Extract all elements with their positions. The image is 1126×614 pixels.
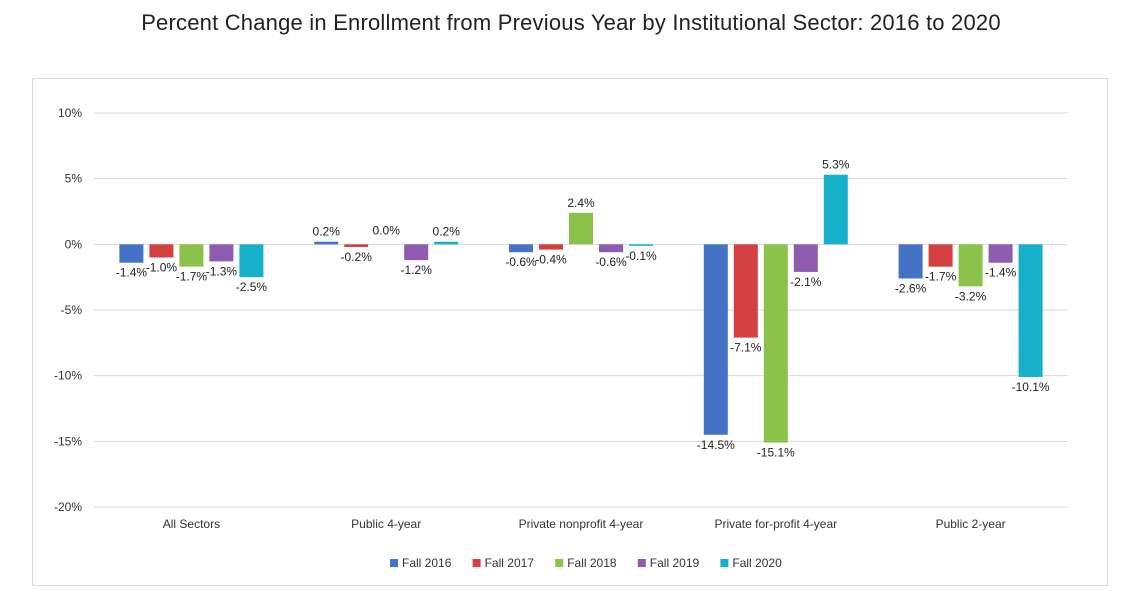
- bar: [958, 244, 983, 287]
- bar: [239, 244, 264, 278]
- data-label: -1.0%: [146, 260, 178, 274]
- x-category-label: Public 4-year: [351, 517, 421, 531]
- data-label: -2.6%: [895, 281, 927, 295]
- bar: [509, 244, 533, 253]
- data-label: -14.5%: [697, 438, 735, 452]
- y-tick-label: -15%: [54, 434, 82, 448]
- x-category-label: Private for-profit 4-year: [714, 517, 837, 531]
- bar: [763, 244, 788, 443]
- bar: [344, 244, 369, 247]
- legend-label: Fall 2018: [567, 556, 617, 570]
- bar: [209, 244, 234, 262]
- y-tick-label: -10%: [54, 369, 82, 383]
- bar: [898, 244, 923, 279]
- bar: [539, 244, 563, 250]
- data-label: -2.5%: [236, 280, 268, 294]
- data-label: -0.2%: [341, 250, 373, 264]
- bar: [629, 244, 653, 246]
- bar: [404, 244, 429, 261]
- legend-swatch: [720, 559, 729, 567]
- data-label: -1.2%: [401, 263, 433, 277]
- legend-swatch: [555, 559, 564, 567]
- bar: [569, 212, 593, 245]
- data-label: -0.6%: [595, 255, 627, 269]
- bar: [599, 244, 623, 253]
- y-tick-label: -20%: [54, 500, 82, 514]
- bar: [733, 244, 758, 338]
- x-category-label: Public 2-year: [936, 517, 1006, 531]
- data-label: 0.2%: [433, 225, 461, 239]
- x-category-label: All Sectors: [163, 517, 220, 531]
- bar: [1018, 244, 1043, 377]
- bar: [823, 174, 848, 245]
- data-label: -1.7%: [925, 270, 957, 284]
- legend-label: Fall 2017: [485, 556, 535, 570]
- data-label: -3.2%: [955, 289, 987, 303]
- data-label: -1.4%: [985, 266, 1017, 280]
- data-label: 0.2%: [313, 225, 341, 239]
- bar: [119, 244, 144, 263]
- data-label: -0.4%: [535, 253, 567, 267]
- legend-label: Fall 2020: [732, 556, 782, 570]
- data-label: -0.6%: [505, 255, 537, 269]
- data-label: -10.1%: [1012, 380, 1050, 394]
- data-label: 0.0%: [373, 223, 401, 237]
- data-label: -15.1%: [757, 446, 795, 460]
- bar: [703, 244, 728, 435]
- legend-swatch: [390, 559, 398, 567]
- data-label: -7.1%: [730, 341, 762, 355]
- bar: [314, 241, 339, 245]
- chart-frame: [32, 78, 1108, 586]
- y-tick-label: 5%: [65, 172, 83, 186]
- legend-label: Fall 2016: [402, 556, 452, 570]
- bar: [988, 244, 1013, 263]
- x-category-label: Private nonprofit 4-year: [519, 517, 644, 531]
- data-label: -1.7%: [176, 270, 208, 284]
- y-tick-label: -5%: [61, 303, 83, 317]
- data-label: -2.1%: [790, 275, 822, 289]
- legend-swatch: [637, 559, 646, 567]
- data-label: 2.4%: [567, 196, 595, 210]
- bar: [793, 244, 818, 272]
- chart-title: Percent Change in Enrollment from Previo…: [141, 10, 1001, 35]
- data-label: -1.4%: [116, 266, 148, 280]
- legend-label: Fall 2019: [650, 556, 700, 570]
- bar: [434, 241, 459, 245]
- data-label: 5.3%: [822, 158, 850, 172]
- bar: [928, 244, 953, 267]
- legend-swatch: [472, 559, 481, 567]
- y-tick-label: 10%: [58, 106, 82, 120]
- y-tick-label: 0%: [65, 237, 83, 251]
- data-label: -1.3%: [206, 264, 238, 278]
- bar: [179, 244, 204, 267]
- data-label: -0.1%: [625, 249, 657, 263]
- bar: [149, 244, 174, 258]
